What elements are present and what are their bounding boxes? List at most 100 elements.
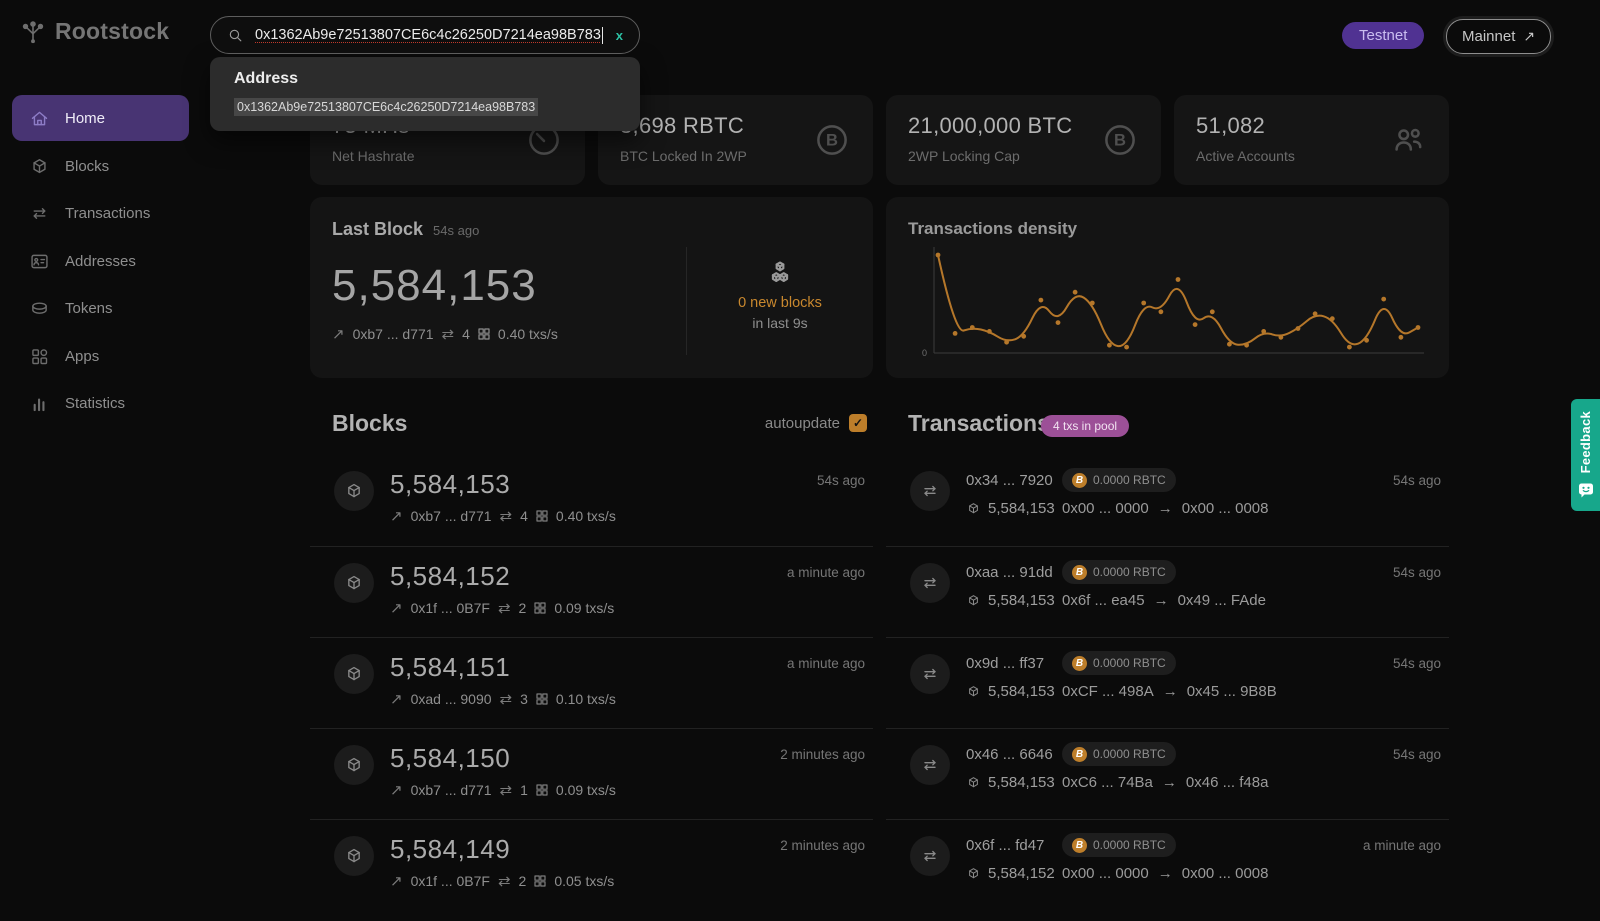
block-hash[interactable]: 0xb7 ... d771: [410, 508, 492, 524]
cubes-stack-icon: [764, 257, 796, 287]
transaction-from[interactable]: 0xC6 ... 74Ba: [1062, 774, 1153, 791]
transaction-row[interactable]: 0xaa ... 91dd 5,584,153 B 0.0000 RBTC 0x6…: [886, 546, 1449, 637]
block-row[interactable]: 5,584,149 ↗ 0x1f ... 0B7F ⇄ 2 0.05 txs/s…: [310, 819, 873, 910]
last-block-rate: 0.40 txs/s: [497, 326, 558, 342]
transaction-hash[interactable]: 0x6f ... fd47: [966, 837, 1045, 854]
block-time: 2 minutes ago: [780, 747, 865, 762]
rbtc-coin-icon: B: [1072, 746, 1087, 762]
cube-icon: [966, 593, 981, 608]
transaction-avatar: [910, 654, 950, 694]
mainnet-button[interactable]: Mainnet ↗: [1446, 19, 1552, 54]
swap-arrows-icon: ⇄: [497, 600, 511, 617]
testnet-button[interactable]: Testnet: [1342, 22, 1425, 49]
transaction-block[interactable]: 5,584,153: [988, 774, 1055, 791]
grid-icon: [478, 328, 490, 340]
rbtc-coin-icon: B: [1072, 472, 1087, 488]
clear-search-button[interactable]: x: [615, 27, 623, 43]
block-time: 2 minutes ago: [780, 838, 865, 853]
transaction-from[interactable]: 0x00 ... 0000: [1062, 500, 1149, 517]
search-icon: [227, 27, 244, 44]
transaction-to[interactable]: 0x49 ... FAde: [1177, 592, 1266, 609]
transaction-row[interactable]: 0x6f ... fd47 5,584,152 B 0.0000 RBTC 0x0…: [886, 819, 1449, 910]
transaction-from[interactable]: 0xCF ... 498A: [1062, 683, 1154, 700]
block-number[interactable]: 5,584,153: [390, 469, 511, 499]
last-block-title: Last Block 54s ago: [332, 219, 480, 239]
address-result-item[interactable]: 0x1362Ab9e72513807CE6c4c26250D7214ea98B7…: [234, 98, 539, 116]
block-hash[interactable]: 0x1f ... 0B7F: [410, 600, 490, 616]
transaction-time: 54s ago: [1392, 656, 1441, 671]
density-title: Transactions density: [908, 219, 1078, 238]
last-block-number[interactable]: 5,584,153: [332, 261, 537, 310]
search-results-dropdown: Address 0x1362Ab9e72513807CE6c4c26250D72…: [210, 57, 640, 131]
transaction-avatar: [910, 563, 950, 603]
arrow-right-icon: →: [1161, 774, 1177, 791]
block-hash[interactable]: 0xb7 ... d771: [410, 782, 492, 798]
cube-icon: [29, 156, 50, 177]
block-number[interactable]: 5,584,152: [390, 561, 511, 591]
transaction-hash[interactable]: 0x9d ... ff37: [966, 655, 1045, 672]
autoupdate-checkbox[interactable]: ✓: [849, 414, 867, 432]
block-time: a minute ago: [786, 565, 865, 580]
transaction-row[interactable]: 0x34 ... 7920 5,584,153 B 0.0000 RBTC 0x0…: [886, 455, 1449, 546]
block-time: a minute ago: [786, 656, 865, 671]
block-time: 54s ago: [816, 473, 865, 488]
arrow-right-icon: →: [1153, 592, 1169, 609]
stat-card-active-accounts: 51,082 Active Accounts: [1174, 95, 1449, 185]
sidebar-item-apps[interactable]: Apps: [12, 333, 189, 379]
search-value[interactable]: 0x1362Ab9e72513807CE6c4c26250D7214ea98B7…: [255, 27, 601, 43]
sidebar-item-statistics[interactable]: Statistics: [12, 380, 189, 426]
swap-arrows-icon: [920, 481, 940, 501]
sidebar-item-tokens[interactable]: Tokens: [12, 285, 189, 331]
block-row[interactable]: 5,584,150 ↗ 0xb7 ... d771 ⇄ 1 0.09 txs/s…: [310, 728, 873, 819]
block-hash[interactable]: 0xad ... 9090: [410, 691, 492, 707]
transaction-block[interactable]: 5,584,153: [988, 592, 1055, 609]
new-blocks-window: in last 9s: [752, 315, 808, 331]
cube-icon: [344, 481, 364, 501]
ne-arrow-icon: ↗: [332, 326, 345, 343]
transaction-hash[interactable]: 0xaa ... 91dd: [966, 564, 1053, 581]
arrow-right-icon: →: [1162, 683, 1178, 700]
transaction-to[interactable]: 0x46 ... f48a: [1185, 774, 1269, 791]
txs-in-pool-badge: 4 txs in pool: [1041, 415, 1130, 437]
last-block-panel: Last Block 54s ago 5,584,153 ↗ 0xb7 ... d…: [310, 197, 873, 378]
block-row[interactable]: 5,584,152 ↗ 0x1f ... 0B7F ⇄ 2 0.09 txs/s…: [310, 546, 873, 637]
sidebar-item-addresses[interactable]: Addresses: [12, 238, 189, 284]
block-rate: 0.09 txs/s: [554, 600, 615, 616]
sidebar-item-transactions[interactable]: Transactions: [12, 190, 189, 236]
stat-label: Net Hashrate: [332, 148, 415, 164]
transaction-block[interactable]: 5,584,152: [988, 865, 1055, 882]
transaction-to[interactable]: 0x45 ... 9B8B: [1186, 683, 1277, 700]
transaction-block[interactable]: 5,584,153: [988, 683, 1055, 700]
transaction-from[interactable]: 0x00 ... 0000: [1062, 865, 1149, 882]
block-avatar: [334, 745, 374, 785]
search-input[interactable]: 0x1362Ab9e72513807CE6c4c26250D7214ea98B7…: [210, 16, 640, 54]
block-number[interactable]: 5,584,151: [390, 652, 511, 682]
transaction-row[interactable]: 0x9d ... ff37 5,584,153 B 0.0000 RBTC 0xC…: [886, 637, 1449, 728]
block-row[interactable]: 5,584,153 ↗ 0xb7 ... d771 ⇄ 4 0.40 txs/s…: [310, 455, 873, 546]
transaction-to[interactable]: 0x00 ... 0008: [1181, 865, 1269, 882]
block-hash[interactable]: 0x1f ... 0B7F: [410, 873, 490, 889]
transaction-block[interactable]: 5,584,153: [988, 500, 1055, 517]
last-block-hash[interactable]: 0xb7 ... d771: [352, 326, 434, 342]
rootstock-logo[interactable]: Rootstock: [18, 18, 169, 45]
bar-chart-icon: [29, 393, 50, 414]
feedback-button[interactable]: Feedback: [1571, 399, 1600, 511]
sidebar-item-blocks[interactable]: Blocks: [12, 143, 189, 189]
feedback-label: Feedback: [1578, 410, 1593, 474]
block-number[interactable]: 5,584,150: [390, 743, 511, 773]
swap-arrows-icon: ⇄: [441, 326, 455, 343]
transaction-from[interactable]: 0x6f ... ea45: [1062, 592, 1145, 609]
transactions-density-panel: Transactions density 0: [886, 197, 1449, 378]
transaction-amount-pill: B 0.0000 RBTC: [1062, 560, 1176, 584]
last-block-meta: ↗ 0xb7 ... d771 ⇄ 4 0.40 txs/s: [332, 325, 558, 343]
transaction-hash[interactable]: 0x34 ... 7920: [966, 472, 1053, 489]
transaction-hash[interactable]: 0x46 ... 6646: [966, 746, 1053, 763]
block-row[interactable]: 5,584,151 ↗ 0xad ... 9090 ⇄ 3 0.10 txs/s…: [310, 637, 873, 728]
stat-label: 2WP Locking Cap: [908, 148, 1020, 164]
transaction-row[interactable]: 0x46 ... 6646 5,584,153 B 0.0000 RBTC 0xC…: [886, 728, 1449, 819]
sidebar-item-home[interactable]: Home: [12, 95, 189, 141]
block-number[interactable]: 5,584,149: [390, 834, 511, 864]
transactions-section-header: Transactions 4 txs in pool: [886, 408, 1449, 446]
transaction-to[interactable]: 0x00 ... 0008: [1181, 500, 1269, 517]
swap-arrows-icon: ⇄: [499, 691, 513, 708]
